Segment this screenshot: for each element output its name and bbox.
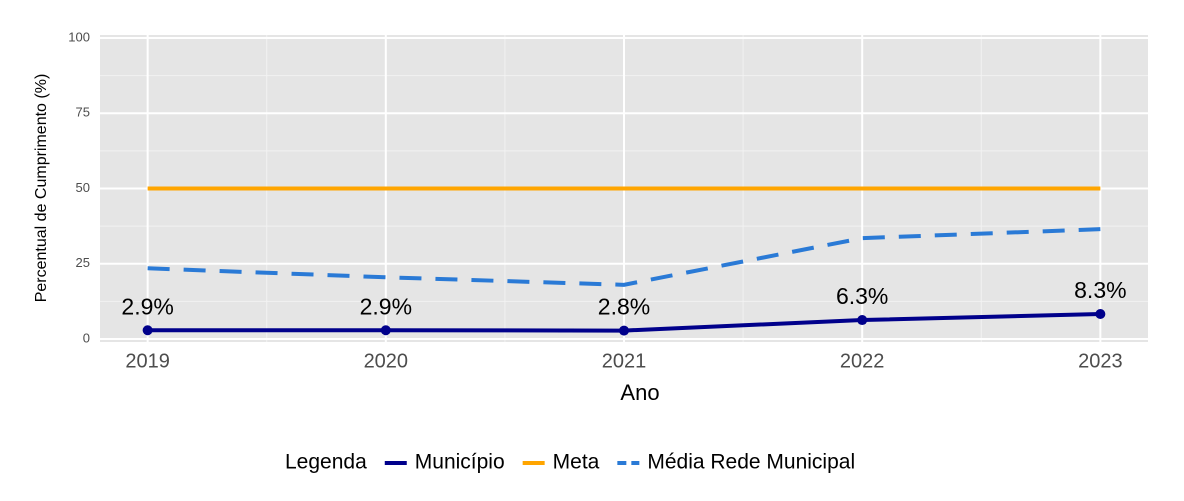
x-tick-label: 2020	[364, 350, 409, 372]
legend-label: Município	[415, 451, 505, 474]
data-label: 2.9%	[360, 293, 412, 319]
point	[142, 325, 153, 336]
legend-title: Legenda	[285, 451, 367, 474]
point	[857, 315, 868, 326]
legend-label: Média Rede Municipal	[647, 451, 855, 474]
x-axis-label: Ano	[620, 380, 659, 405]
x-tick-label: 2019	[125, 350, 170, 372]
point	[380, 325, 391, 336]
legend-label: Meta	[553, 451, 600, 474]
point	[1095, 309, 1106, 320]
data-label: 6.3%	[836, 283, 888, 309]
x-tick-label: 2022	[840, 350, 885, 372]
series-line	[147, 227, 1101, 287]
point	[619, 325, 629, 336]
y-tick-label: 0	[83, 330, 90, 345]
data-label: 2.9%	[121, 293, 173, 319]
data-label: 2.8%	[598, 294, 650, 320]
y-axis-label: Percentual de Cumprimento (%)	[33, 74, 50, 303]
x-tick-label: 2021	[602, 350, 647, 372]
y-tick-label: 50	[76, 180, 90, 195]
y-tick-label: 75	[76, 105, 90, 120]
y-tick-label: 100	[68, 29, 90, 44]
y-tick-label: 25	[76, 255, 90, 270]
x-tick-label: 2023	[1078, 350, 1123, 372]
data-label: 8.3%	[1074, 277, 1126, 303]
